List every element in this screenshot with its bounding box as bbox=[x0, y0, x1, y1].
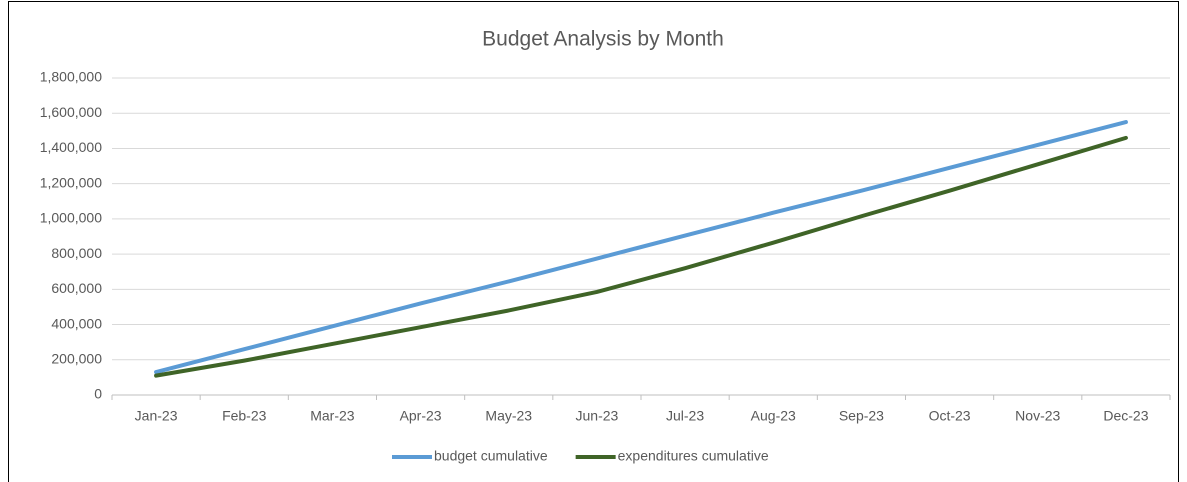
series-line bbox=[154, 135, 1128, 378]
x-tick-label: May-23 bbox=[485, 408, 532, 424]
x-tick-label: Feb-23 bbox=[222, 408, 267, 424]
x-tick-label: Oct-23 bbox=[929, 408, 971, 424]
y-tick-label: 600,000 bbox=[51, 280, 102, 296]
legend-label: budget cumulative bbox=[434, 448, 548, 464]
x-tick-label: Apr-23 bbox=[400, 408, 442, 424]
x-tick-label: Dec-23 bbox=[1103, 408, 1148, 424]
x-tick-label: Jul-23 bbox=[666, 408, 704, 424]
x-tick-label: Jan-23 bbox=[135, 408, 178, 424]
y-tick-label: 400,000 bbox=[51, 315, 102, 331]
chart-title: Budget Analysis by Month bbox=[482, 28, 724, 51]
x-tick-label: Sep-23 bbox=[839, 408, 884, 424]
chart-frame bbox=[8, 1, 1179, 482]
x-tick-label: Nov-23 bbox=[1015, 408, 1060, 424]
y-tick-label: 1,600,000 bbox=[40, 104, 102, 120]
y-tick-label: 1,000,000 bbox=[40, 210, 102, 226]
x-tick-label: Jun-23 bbox=[576, 408, 619, 424]
y-tick-label: 1,200,000 bbox=[40, 174, 102, 190]
legend-label: expenditures cumulative bbox=[618, 448, 769, 464]
x-tick-label: Aug-23 bbox=[751, 408, 796, 424]
y-tick-label: 1,800,000 bbox=[40, 69, 102, 85]
y-tick-label: 0 bbox=[94, 386, 102, 402]
y-tick-label: 200,000 bbox=[51, 350, 102, 366]
series-line bbox=[154, 120, 1128, 375]
y-tick-label: 1,400,000 bbox=[40, 139, 102, 155]
y-tick-label: 800,000 bbox=[51, 245, 102, 261]
x-tick-label: Mar-23 bbox=[310, 408, 355, 424]
